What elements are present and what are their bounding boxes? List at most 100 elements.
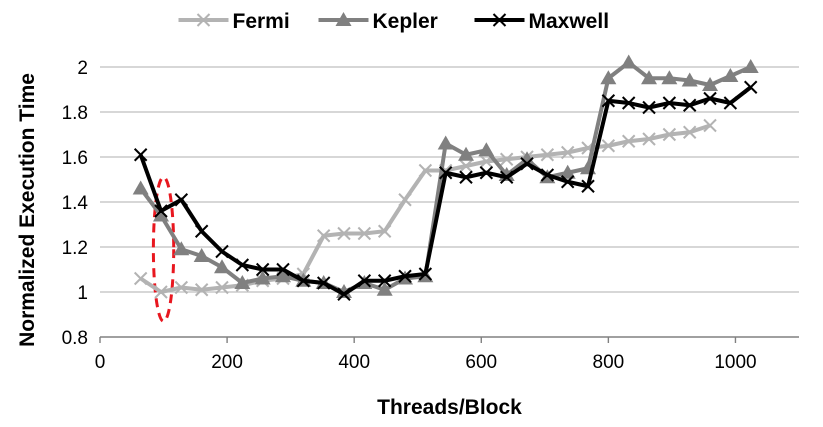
data-point-maxwell	[398, 269, 412, 283]
data-point-kepler	[336, 284, 353, 298]
x-axis-title: Threads/Block	[377, 396, 522, 419]
data-point-maxwell	[723, 96, 738, 110]
data-point-fermi	[337, 226, 351, 241]
data-point-kepler	[681, 72, 698, 87]
data-point-maxwell	[357, 274, 372, 288]
data-point-kepler	[620, 54, 637, 69]
data-point-maxwell	[601, 94, 616, 108]
data-point-fermi	[682, 125, 697, 139]
data-point-fermi	[194, 283, 209, 297]
x-tick-label: 200	[211, 352, 243, 373]
data-point-fermi	[662, 127, 677, 142]
x-tick-label: 0	[95, 352, 106, 373]
data-point-maxwell	[316, 276, 331, 290]
legend-marker-kepler	[335, 12, 352, 26]
legend-marker-fermi	[196, 13, 211, 27]
data-point-maxwell	[438, 166, 453, 180]
data-point-maxwell	[703, 91, 717, 106]
data-point-maxwell	[296, 274, 311, 288]
data-point-maxwell	[520, 157, 534, 171]
data-point-maxwell	[682, 98, 697, 112]
data-point-maxwell	[235, 258, 250, 272]
data-point-maxwell	[276, 262, 290, 277]
y-tick-label: 1.2	[62, 238, 88, 259]
series-maxwell	[133, 80, 758, 301]
data-point-kepler	[702, 77, 719, 91]
series-line-maxwell	[138, 85, 752, 297]
data-point-maxwell	[194, 224, 209, 238]
data-point-maxwell	[642, 100, 656, 115]
data-point-maxwell	[377, 274, 392, 288]
x-tick-label: 800	[593, 352, 625, 373]
data-point-kepler	[254, 270, 271, 285]
data-point-kepler	[193, 248, 210, 262]
data-point-kepler	[478, 142, 495, 157]
data-point-maxwell	[621, 96, 636, 110]
data-point-maxwell	[459, 170, 473, 184]
data-point-maxwell	[662, 96, 677, 110]
y-tick-label: 1.8	[62, 103, 88, 124]
data-point-fermi	[398, 193, 412, 207]
data-point-fermi	[459, 159, 473, 173]
data-point-maxwell	[581, 179, 595, 193]
series-layer	[132, 54, 759, 301]
data-point-kepler	[437, 135, 454, 150]
y-tick-label: 1.4	[62, 193, 89, 214]
data-point-kepler	[661, 70, 678, 85]
data-point-kepler	[641, 70, 658, 85]
legend-marker-maxwell	[492, 13, 507, 27]
data-point-kepler	[559, 164, 576, 179]
y-tick-label: 0.8	[62, 328, 88, 349]
data-point-fermi	[621, 134, 636, 148]
x-tick-label: 600	[465, 352, 497, 373]
data-point-maxwell	[255, 262, 270, 277]
data-point-kepler	[519, 151, 536, 166]
data-point-kepler	[600, 70, 617, 85]
data-point-kepler	[173, 241, 190, 256]
data-point-maxwell	[499, 170, 514, 184]
y-tick-label: 1	[77, 283, 88, 304]
y-axis: 0.8 1 1.2 1.4 1.6 1.8 2	[62, 58, 89, 349]
data-point-maxwell	[133, 148, 148, 162]
data-point-maxwell	[743, 80, 758, 94]
x-axis: 0 200 400 600 800 1000	[95, 337, 757, 373]
data-point-maxwell	[479, 166, 494, 180]
data-point-fermi	[560, 145, 575, 160]
data-point-maxwell	[560, 175, 575, 189]
data-point-fermi	[642, 132, 656, 146]
gridlines	[100, 66, 799, 338]
data-point-maxwell	[540, 168, 555, 182]
data-point-fermi	[133, 271, 148, 286]
legend-label: Fermi	[233, 10, 290, 33]
y-tick-label: 1.6	[62, 148, 88, 169]
data-point-fermi	[601, 139, 616, 153]
data-point-kepler	[742, 59, 759, 73]
data-point-fermi	[418, 163, 433, 178]
data-point-fermi	[215, 280, 229, 295]
data-point-kepler	[376, 281, 393, 296]
legend-item-maxwell: Maxwell	[474, 10, 610, 33]
data-point-kepler	[132, 180, 149, 195]
y-axis-title: Normalized Execution Time	[16, 73, 39, 347]
data-point-maxwell	[215, 244, 229, 259]
data-point-fermi	[357, 226, 372, 241]
x-tick-label: 400	[338, 352, 370, 373]
data-point-maxwell	[418, 267, 433, 281]
data-point-kepler	[153, 207, 170, 222]
data-point-kepler	[722, 68, 739, 82]
data-point-fermi	[316, 229, 331, 243]
data-point-fermi	[703, 118, 717, 133]
legend-label: Maxwell	[529, 10, 610, 33]
x-tick-label: 1000	[714, 352, 756, 373]
legend-item-kepler: Kepler	[318, 10, 438, 33]
data-point-kepler	[458, 146, 475, 161]
highlight-ellipse	[151, 175, 176, 323]
annotations	[151, 175, 176, 323]
data-point-kepler	[275, 268, 292, 283]
data-point-fermi	[540, 148, 555, 162]
data-point-kepler	[214, 259, 231, 274]
legend-label: Kepler	[373, 10, 438, 33]
data-point-fermi	[499, 152, 514, 166]
data-point-maxwell	[337, 287, 351, 301]
